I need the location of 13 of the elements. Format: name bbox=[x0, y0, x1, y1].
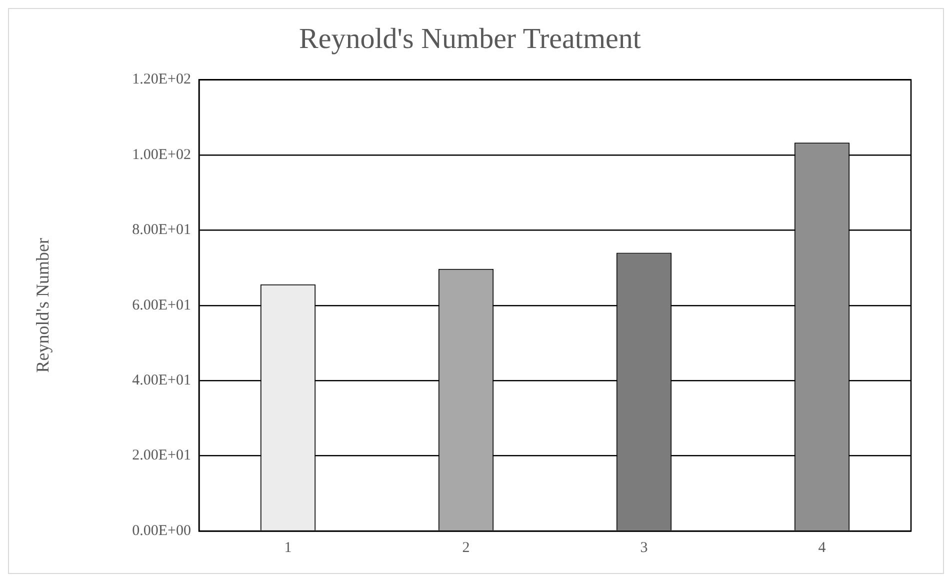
y-tick-label: 0.00E+00 bbox=[132, 522, 191, 539]
x-tick-label: 2 bbox=[462, 540, 470, 556]
chart-title: Reynold's Number Treatment bbox=[299, 23, 641, 56]
y-axis-title: Reynold's Number bbox=[32, 238, 53, 373]
y-tick-label: 8.00E+01 bbox=[132, 222, 191, 238]
x-tick-label: 4 bbox=[818, 540, 826, 556]
y-tick-label: 1.00E+02 bbox=[132, 146, 191, 163]
y-tick-label: 1.20E+02 bbox=[132, 72, 191, 88]
x-tick-label: 1 bbox=[284, 540, 292, 556]
x-tick-label: 3 bbox=[640, 540, 648, 556]
y-tick-label: 4.00E+01 bbox=[132, 372, 191, 389]
y-tick-label: 6.00E+01 bbox=[132, 297, 191, 314]
y-tick-label: 2.00E+01 bbox=[132, 448, 191, 464]
